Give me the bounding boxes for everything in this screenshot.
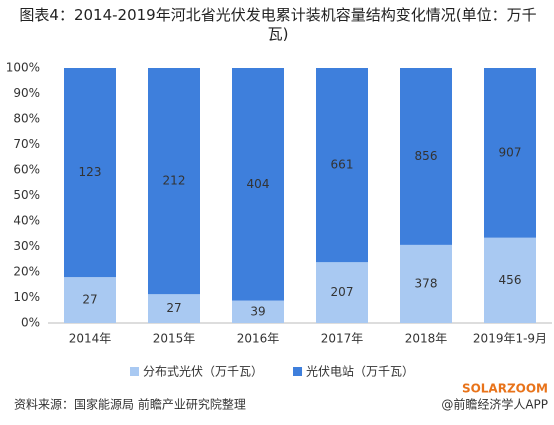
bar-segment — [316, 68, 368, 263]
value-label: 207 — [331, 285, 354, 299]
bar-segment — [232, 68, 284, 301]
source: 资料来源：国家能源局 前瞻产业研究院整理 — [14, 397, 246, 412]
x-tick-label: 2014年 — [69, 332, 112, 346]
bar-segment — [400, 68, 452, 245]
bar-segment — [316, 262, 368, 323]
bar-segment — [148, 68, 200, 295]
bar-segment — [148, 294, 200, 323]
bar-segment — [484, 237, 536, 323]
x-tick-label: 2018年 — [405, 332, 448, 346]
legend-swatch — [293, 367, 303, 376]
value-label: 123 — [79, 165, 102, 179]
logo: SOLARZOOM — [462, 382, 548, 396]
value-label: 212 — [163, 174, 186, 188]
bar-segment — [64, 277, 116, 323]
value-label: 39 — [250, 304, 265, 318]
y-tick-label: 50% — [13, 188, 40, 202]
y-tick-label: 10% — [13, 290, 40, 304]
y-tick-label: 40% — [13, 214, 40, 228]
legend-swatch — [130, 367, 139, 376]
value-label: 404 — [247, 177, 270, 191]
x-tick-label: 2019年1-9月 — [473, 332, 547, 346]
value-label: 378 — [415, 276, 438, 290]
chart-title: 图表4：2014-2019年河北省光伏发电累计装机容量结构变化情况(单位：万千瓦… — [19, 6, 537, 43]
y-tick-label: 60% — [13, 163, 40, 177]
value-label: 907 — [499, 145, 522, 159]
x-tick-label: 2016年 — [237, 332, 280, 346]
value-label: 856 — [415, 149, 438, 163]
y-tick-label: 0% — [21, 316, 40, 330]
legend-label: 光伏电站（万千瓦） — [306, 365, 414, 379]
value-label: 456 — [499, 273, 522, 287]
bar-segment — [484, 68, 536, 238]
legend-label: 分布式光伏（万千瓦） — [143, 365, 263, 379]
y-tick-label: 100% — [6, 61, 40, 75]
x-tick-label: 2015年 — [153, 332, 196, 346]
value-label: 27 — [82, 293, 97, 307]
y-tick-label: 30% — [13, 239, 40, 253]
bar-segment — [232, 300, 284, 323]
y-tick-label: 20% — [13, 265, 40, 279]
bar-segment — [64, 68, 116, 278]
credit: @前瞻经济学人APP — [441, 397, 548, 412]
y-tick-label: 90% — [13, 86, 40, 100]
y-tick-label: 80% — [13, 112, 40, 126]
bar-segment — [400, 244, 452, 323]
x-tick-label: 2017年 — [321, 332, 364, 346]
value-label: 27 — [166, 301, 181, 315]
value-label: 661 — [331, 158, 354, 172]
y-tick-label: 70% — [13, 137, 40, 151]
